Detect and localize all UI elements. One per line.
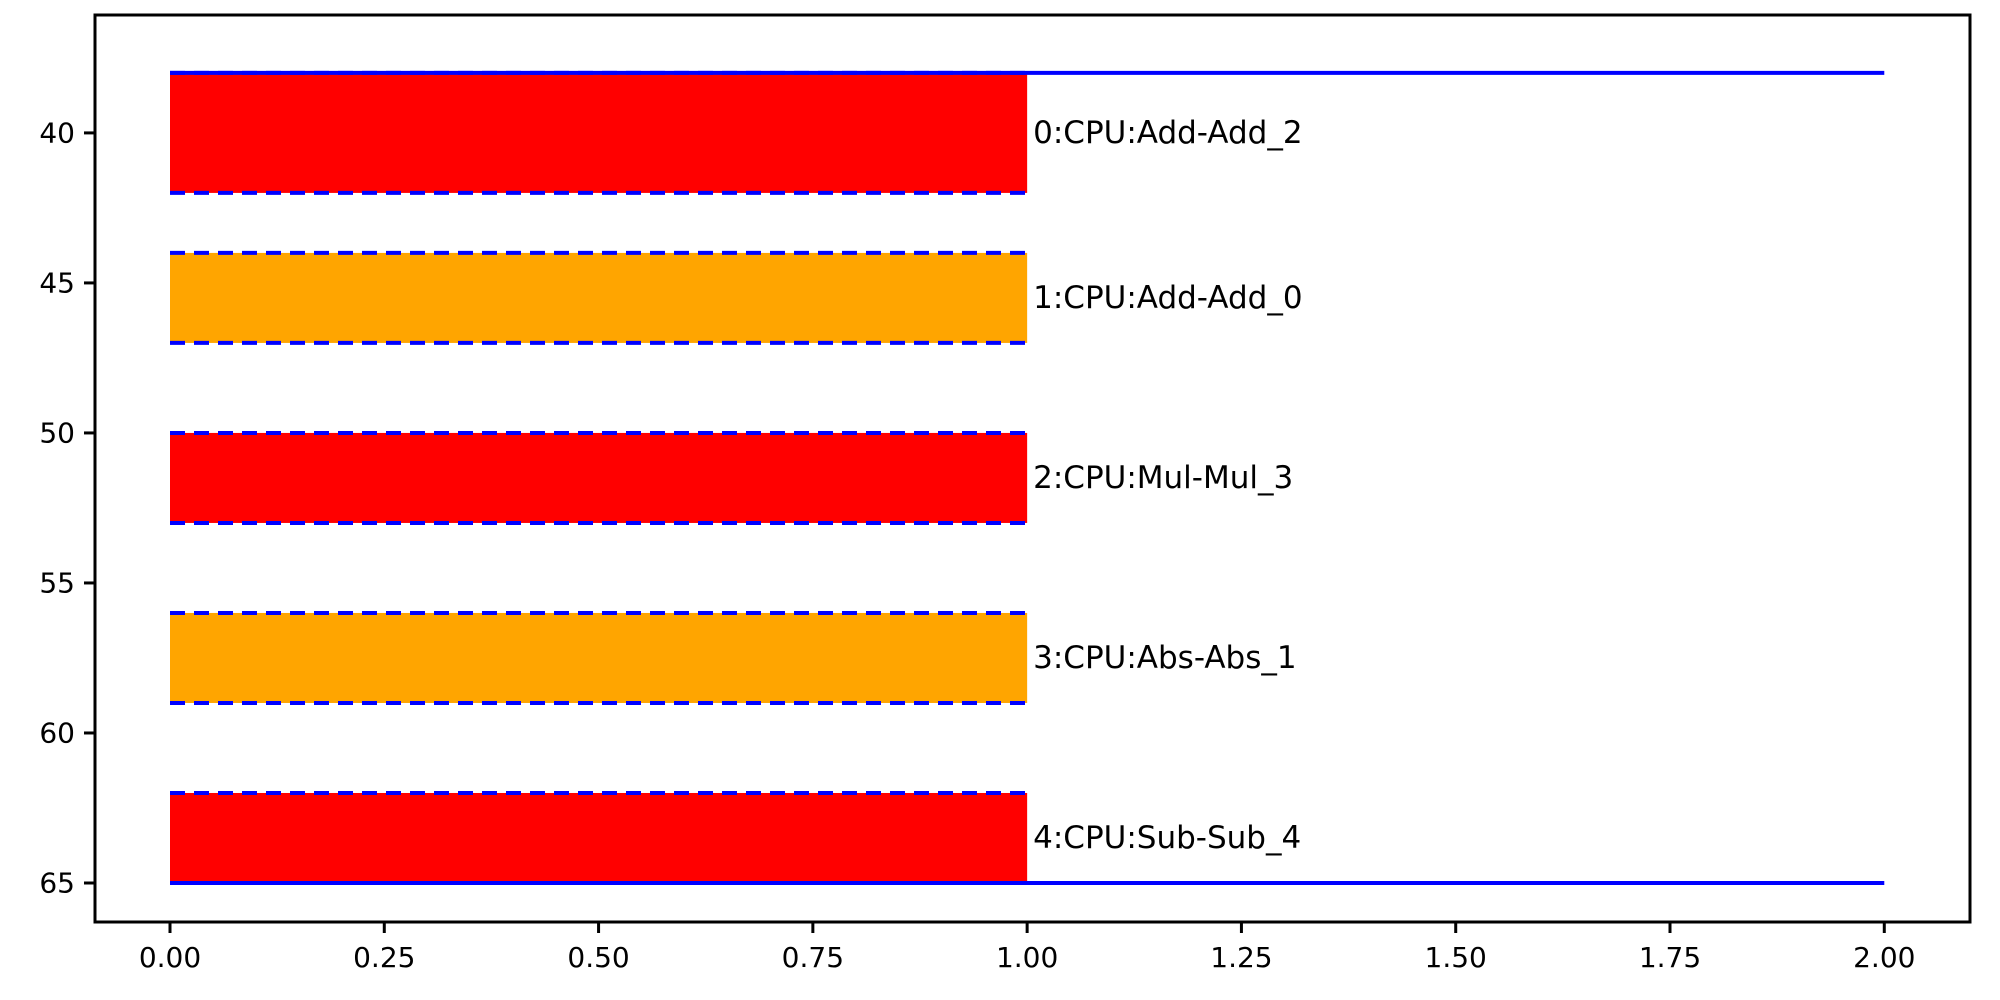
x-tick-label-4: 1.00: [996, 941, 1058, 974]
y-tick-label-4: 60: [39, 716, 75, 749]
bar-0: [170, 72, 1028, 193]
bar-1: [170, 252, 1028, 343]
x-tick-label-6: 1.50: [1425, 941, 1487, 974]
bar-2: [170, 432, 1028, 523]
y-tick-label-3: 55: [39, 566, 75, 599]
bar-3: [170, 612, 1028, 703]
bar-label-3: 3:CPU:Abs-Abs_1: [1033, 640, 1296, 676]
bar-label-0: 0:CPU:Add-Add_2: [1033, 115, 1302, 151]
bar-4: [170, 792, 1028, 883]
bar-label-1: 1:CPU:Add-Add_0: [1033, 280, 1302, 316]
bar-label-4: 4:CPU:Sub-Sub_4: [1033, 820, 1301, 856]
y-tick-label-5: 65: [39, 866, 75, 899]
bar-label-2: 2:CPU:Mul-Mul_3: [1033, 460, 1293, 496]
x-tick-label-3: 0.75: [782, 941, 844, 974]
axes-frame: [93, 13, 1972, 924]
x-tick-label-7: 1.75: [1639, 941, 1701, 974]
x-tick-label-8: 2.00: [1853, 941, 1915, 974]
x-tick-label-2: 0.50: [567, 941, 629, 974]
y-tick-label-2: 50: [39, 416, 75, 449]
x-tick-label-5: 1.25: [1210, 941, 1272, 974]
x-tick-label-0: 0.00: [139, 941, 201, 974]
y-tick-label-0: 40: [39, 116, 75, 149]
x-tick-label-1: 0.25: [353, 941, 415, 974]
y-tick-label-1: 45: [39, 266, 75, 299]
